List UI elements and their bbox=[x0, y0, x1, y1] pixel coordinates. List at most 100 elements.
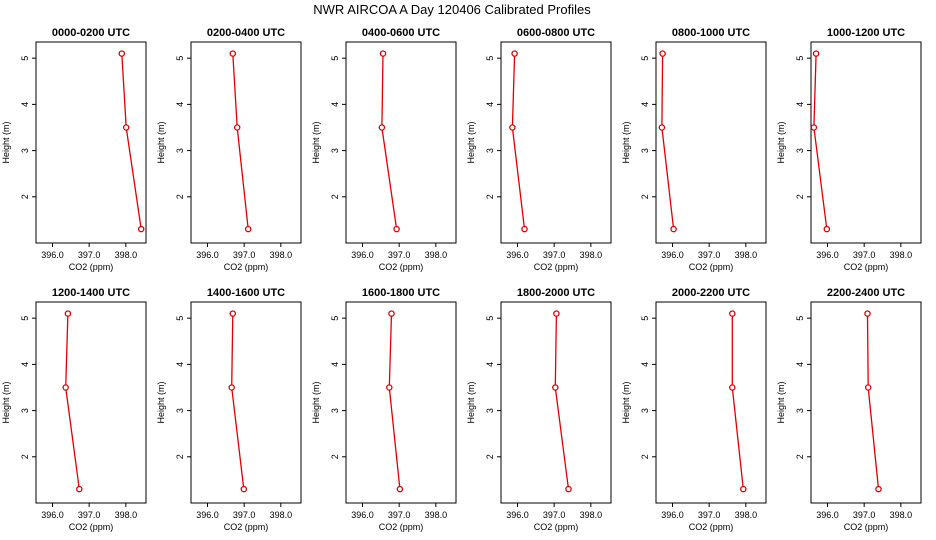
y-tick-label: 5 bbox=[795, 56, 805, 61]
y-tick-label: 4 bbox=[20, 362, 30, 367]
y-tick-label: 3 bbox=[485, 148, 495, 153]
data-point bbox=[244, 225, 252, 233]
x-tick-label: 396.0 bbox=[351, 250, 374, 260]
x-tick-label: 397.0 bbox=[853, 250, 876, 260]
data-point bbox=[229, 310, 237, 317]
data-point bbox=[670, 225, 677, 233]
profile-panel: 1600-1800 UTC 396.0 397.0 398.0 2 3 4 5 CO2 (ppm… bbox=[311, 287, 457, 532]
panel-title: 2200-2400 UTC bbox=[827, 287, 905, 299]
y-tick-label: 4 bbox=[640, 102, 650, 107]
y-axis-label: Height (m) bbox=[156, 121, 166, 163]
y-tick-label: 2 bbox=[640, 194, 650, 199]
x-tick-label: 398.0 bbox=[580, 510, 603, 520]
data-point bbox=[240, 485, 248, 493]
x-tick-label: 397.0 bbox=[388, 510, 411, 520]
panel-title: 1600-1800 UTC bbox=[362, 287, 440, 299]
x-tick-label: 398.0 bbox=[890, 510, 913, 520]
y-tick-label: 3 bbox=[330, 408, 340, 413]
x-tick-label: 397.0 bbox=[78, 510, 101, 520]
x-tick-label: 398.0 bbox=[890, 250, 913, 260]
data-point bbox=[118, 50, 126, 57]
y-tick-label: 4 bbox=[485, 102, 495, 107]
y-tick-label: 3 bbox=[330, 148, 340, 153]
profile-panel: 0400-0600 UTC 396.0 397.0 398.0 2 3 4 5 CO2 (ppm… bbox=[311, 27, 457, 272]
x-tick-label: 396.0 bbox=[351, 510, 374, 520]
y-tick-label: 2 bbox=[640, 454, 650, 459]
data-point bbox=[137, 225, 145, 233]
x-tick-label: 398.0 bbox=[425, 510, 448, 520]
plot-frame bbox=[500, 301, 612, 504]
y-tick-label: 5 bbox=[330, 316, 340, 321]
y-axis-label: Height (m) bbox=[466, 381, 476, 423]
profile-panel: 0600-0800 UTC 396.0 397.0 398.0 2 3 4 5 CO2 (ppm… bbox=[466, 27, 612, 272]
data-point bbox=[379, 50, 387, 57]
x-tick-label: 398.0 bbox=[270, 250, 293, 260]
profile-line bbox=[65, 313, 80, 490]
data-point bbox=[396, 485, 404, 493]
plot-frame bbox=[810, 41, 922, 244]
y-tick-label: 4 bbox=[175, 362, 185, 367]
profile-panel: 2200-2400 UTC 396.0 397.0 398.0 2 3 4 5 CO2 (ppm… bbox=[776, 287, 922, 532]
plot-frame bbox=[345, 41, 457, 244]
y-tick-label: 4 bbox=[175, 102, 185, 107]
profile-line bbox=[866, 313, 880, 490]
y-tick-label: 2 bbox=[175, 454, 185, 459]
data-point bbox=[565, 485, 572, 493]
y-axis-label: Height (m) bbox=[621, 121, 631, 163]
x-tick-label: 396.0 bbox=[506, 510, 529, 520]
y-tick-label: 4 bbox=[795, 102, 805, 107]
panel-title: 2000-2200 UTC bbox=[672, 287, 750, 299]
x-tick-label: 397.0 bbox=[698, 510, 721, 520]
y-tick-label: 4 bbox=[640, 362, 650, 367]
profile-panel: 0000-0200 UTC 396.0 397.0 398.0 2 3 4 5 CO2 (ppm… bbox=[1, 27, 147, 272]
panel-grid: 0000-0200 UTC 396.0 397.0 398.0 2 3 4 5 CO2 (ppm… bbox=[1, 27, 922, 532]
x-tick-label: 398.0 bbox=[735, 250, 758, 260]
plot-frame bbox=[35, 301, 147, 504]
data-point bbox=[521, 225, 528, 233]
data-point bbox=[658, 124, 666, 131]
data-point bbox=[228, 384, 235, 391]
y-tick-label: 3 bbox=[175, 408, 185, 413]
x-axis-label: CO2 (ppm) bbox=[844, 262, 889, 272]
x-tick-label: 396.0 bbox=[41, 250, 64, 260]
x-tick-label: 398.0 bbox=[735, 510, 758, 520]
y-tick-label: 2 bbox=[485, 454, 495, 459]
y-axis-label: Height (m) bbox=[621, 381, 631, 423]
x-tick-label: 396.0 bbox=[196, 250, 219, 260]
y-tick-label: 2 bbox=[485, 194, 495, 199]
y-tick-label: 3 bbox=[640, 408, 650, 413]
panel-title: 1200-1400 UTC bbox=[52, 287, 130, 299]
data-point bbox=[386, 384, 393, 391]
y-tick-label: 3 bbox=[175, 148, 185, 153]
y-axis-label: Height (m) bbox=[311, 121, 321, 163]
profile-line bbox=[231, 313, 245, 490]
data-point bbox=[233, 124, 241, 131]
data-point bbox=[229, 50, 237, 57]
x-tick-label: 397.0 bbox=[698, 250, 721, 260]
data-point bbox=[729, 310, 736, 317]
y-tick-label: 5 bbox=[330, 56, 340, 61]
figure-title: NWR AIRCOA A Day 120406 Calibrated Profi… bbox=[313, 2, 591, 17]
profile-panel: 1000-1200 UTC 396.0 397.0 398.0 2 3 4 5 CO2 (ppm… bbox=[776, 27, 922, 272]
x-tick-label: 396.0 bbox=[816, 250, 839, 260]
y-tick-label: 4 bbox=[485, 362, 495, 367]
data-point bbox=[378, 124, 386, 131]
x-axis-label: CO2 (ppm) bbox=[534, 262, 579, 272]
x-tick-label: 398.0 bbox=[115, 510, 138, 520]
y-tick-label: 4 bbox=[330, 362, 340, 367]
data-point bbox=[812, 50, 820, 57]
data-point bbox=[659, 50, 666, 57]
plot-frame bbox=[500, 41, 612, 244]
data-point bbox=[552, 384, 559, 391]
data-point bbox=[823, 225, 831, 233]
plot-frame bbox=[655, 301, 767, 504]
panel-title: 0000-0200 UTC bbox=[52, 27, 130, 39]
data-point bbox=[76, 485, 83, 493]
y-tick-label: 5 bbox=[175, 56, 185, 61]
y-tick-label: 3 bbox=[485, 408, 495, 413]
plot-frame bbox=[810, 301, 922, 504]
profile-line bbox=[731, 313, 744, 490]
plot-frame bbox=[35, 41, 147, 244]
y-tick-label: 3 bbox=[20, 408, 30, 413]
